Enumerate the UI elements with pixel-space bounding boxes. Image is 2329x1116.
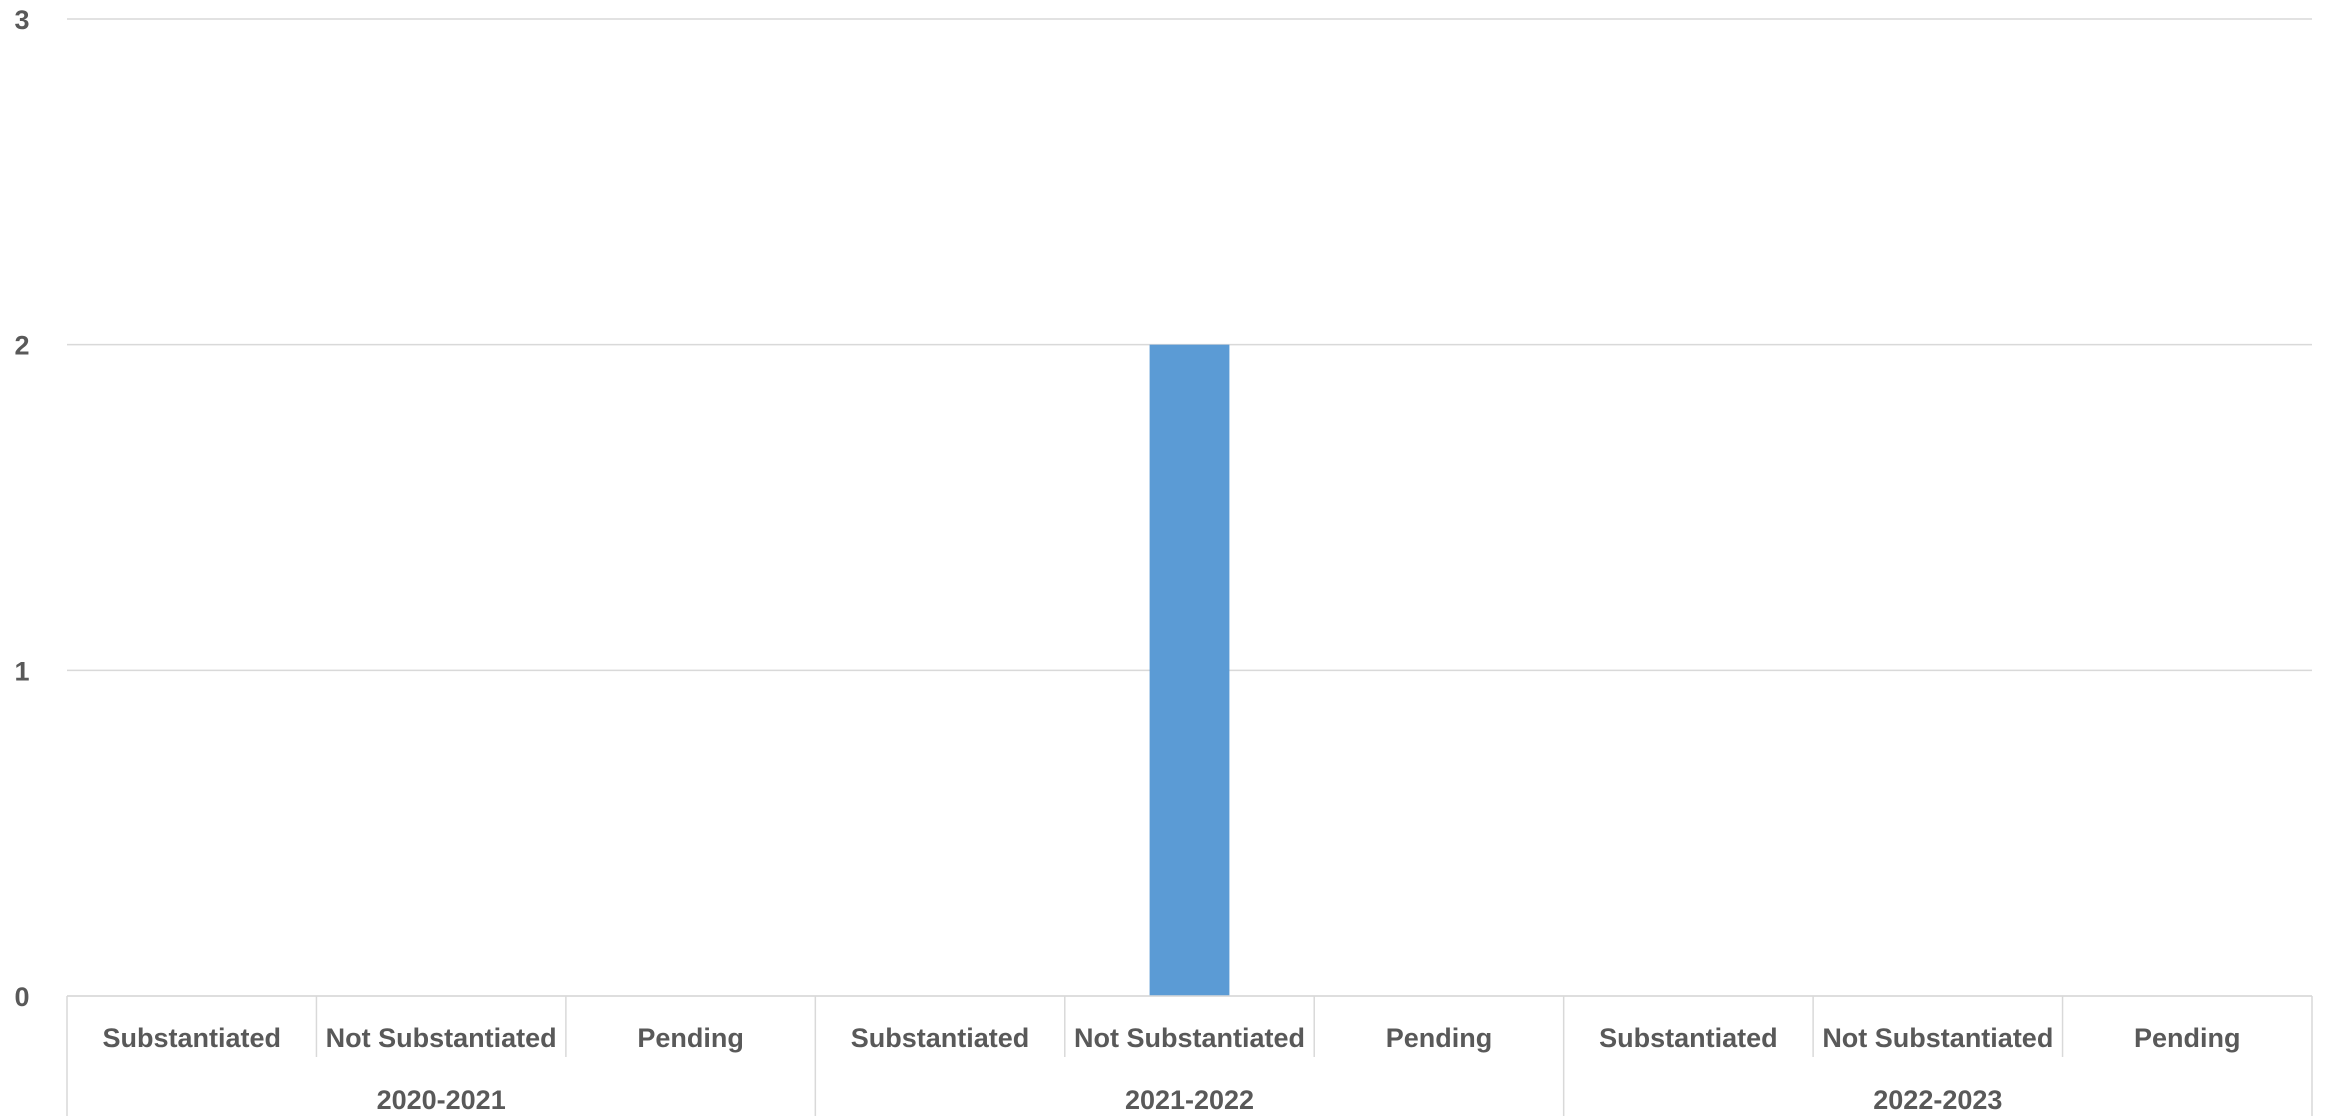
group-label: 2021-2022 <box>1125 1085 1254 1115</box>
y-tick-label: 3 <box>14 5 29 35</box>
category-label: Substantiated <box>851 1023 1030 1053</box>
y-tick-label: 1 <box>14 656 29 686</box>
bars <box>1149 344 1230 997</box>
category-label: Not Substantiated <box>326 1023 557 1053</box>
category-label: Pending <box>1386 1023 1493 1053</box>
y-tick-label: 2 <box>14 331 29 361</box>
x-axis: Substantiated Not Substantiated Pending 202… <box>66 995 2313 1116</box>
category-label: Not Substantiated <box>1074 1023 1305 1053</box>
y-axis-ticks: 0 1 2 3 <box>14 5 29 1012</box>
y-tick-label: 0 <box>14 982 29 1012</box>
category-label: Substantiated <box>102 1023 281 1053</box>
bar <box>1149 344 1230 997</box>
category-label: Pending <box>2134 1023 2241 1053</box>
category-label: Not Substantiated <box>1822 1023 2053 1053</box>
group-label: 2020-2021 <box>377 1085 506 1115</box>
category-label: Substantiated <box>1599 1023 1778 1053</box>
group-label: 2022-2023 <box>1873 1085 2002 1115</box>
category-label: Pending <box>637 1023 744 1053</box>
